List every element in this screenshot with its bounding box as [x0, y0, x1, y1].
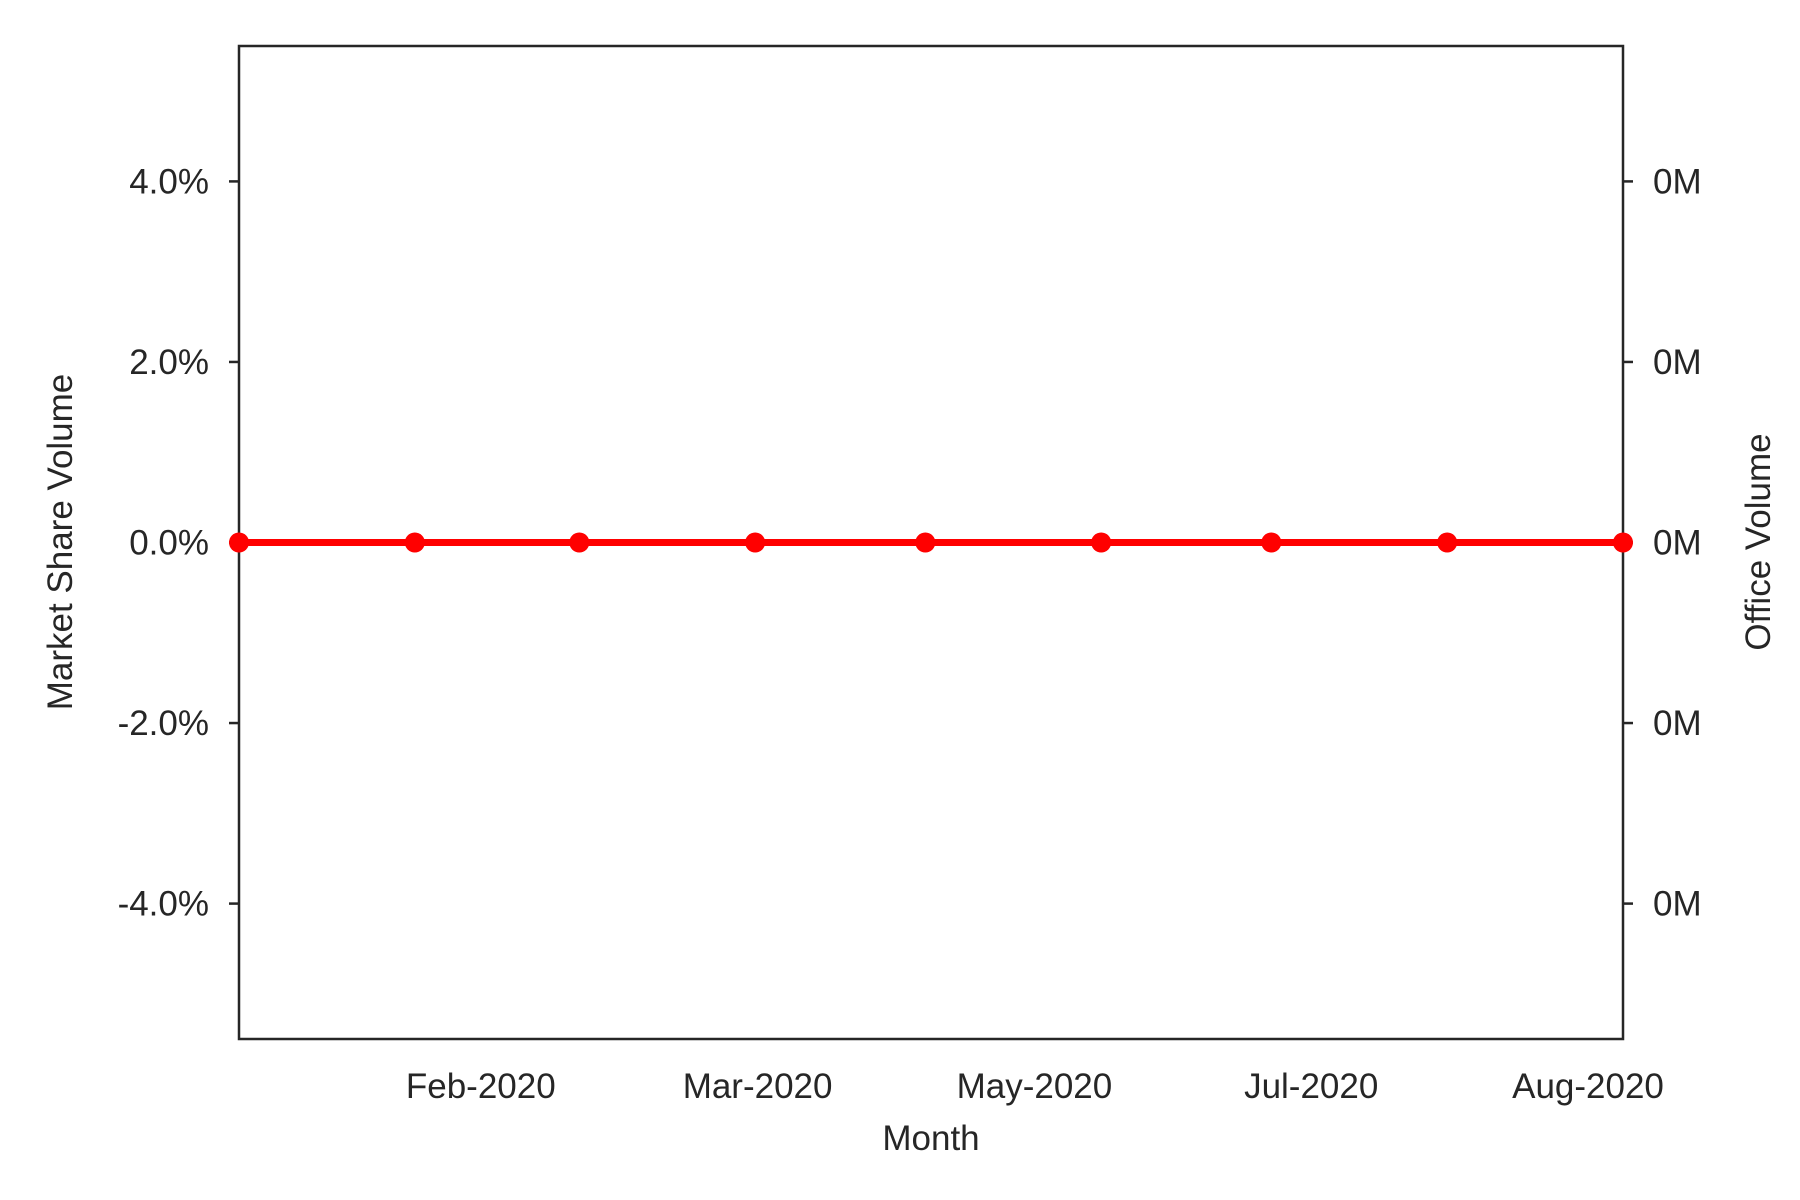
x-tick-label: Jul-2020 [1244, 1067, 1378, 1106]
data-point [1613, 532, 1633, 553]
series-layer [229, 532, 1633, 553]
data-point [1261, 532, 1282, 553]
x-tick-label: Mar-2020 [683, 1067, 833, 1106]
y2-tick-label: 0M [1653, 524, 1702, 563]
x-tick-label: May-2020 [957, 1067, 1113, 1106]
left-y-ticks: -4.0% -2.0% 0.0% 2.0% 4.0% [118, 162, 239, 924]
y2-tick-label: 0M [1653, 885, 1702, 924]
y-tick-label: -4.0% [118, 885, 209, 924]
data-point [569, 532, 590, 553]
data-point [404, 532, 425, 553]
y-tick-label: 0.0% [129, 524, 209, 563]
data-point [1091, 532, 1112, 553]
x-ticks: Feb-2020 Mar-2020 May-2020 Jul-2020 Aug-2020 [406, 1067, 1664, 1106]
y2-tick-label: 0M [1653, 162, 1702, 201]
x-tick-label: Feb-2020 [406, 1067, 556, 1106]
right-y-ticks: 0M 0M 0M 0M 0M [1623, 162, 1702, 924]
data-point [1437, 532, 1458, 553]
data-point [915, 532, 936, 553]
y-axis-title: Market Share Volume [41, 374, 80, 711]
y-tick-label: 2.0% [129, 343, 209, 382]
y2-tick-label: 0M [1653, 343, 1702, 382]
data-point [745, 532, 766, 553]
y-tick-label: 4.0% [129, 162, 209, 201]
y2-tick-label: 0M [1653, 704, 1702, 743]
data-point [229, 532, 249, 553]
y-tick-label: -2.0% [118, 704, 209, 743]
x-axis-title: Month [882, 1119, 979, 1158]
x-tick-label: Aug-2020 [1512, 1067, 1664, 1106]
y2-axis-title: Office Volume [1739, 433, 1778, 650]
